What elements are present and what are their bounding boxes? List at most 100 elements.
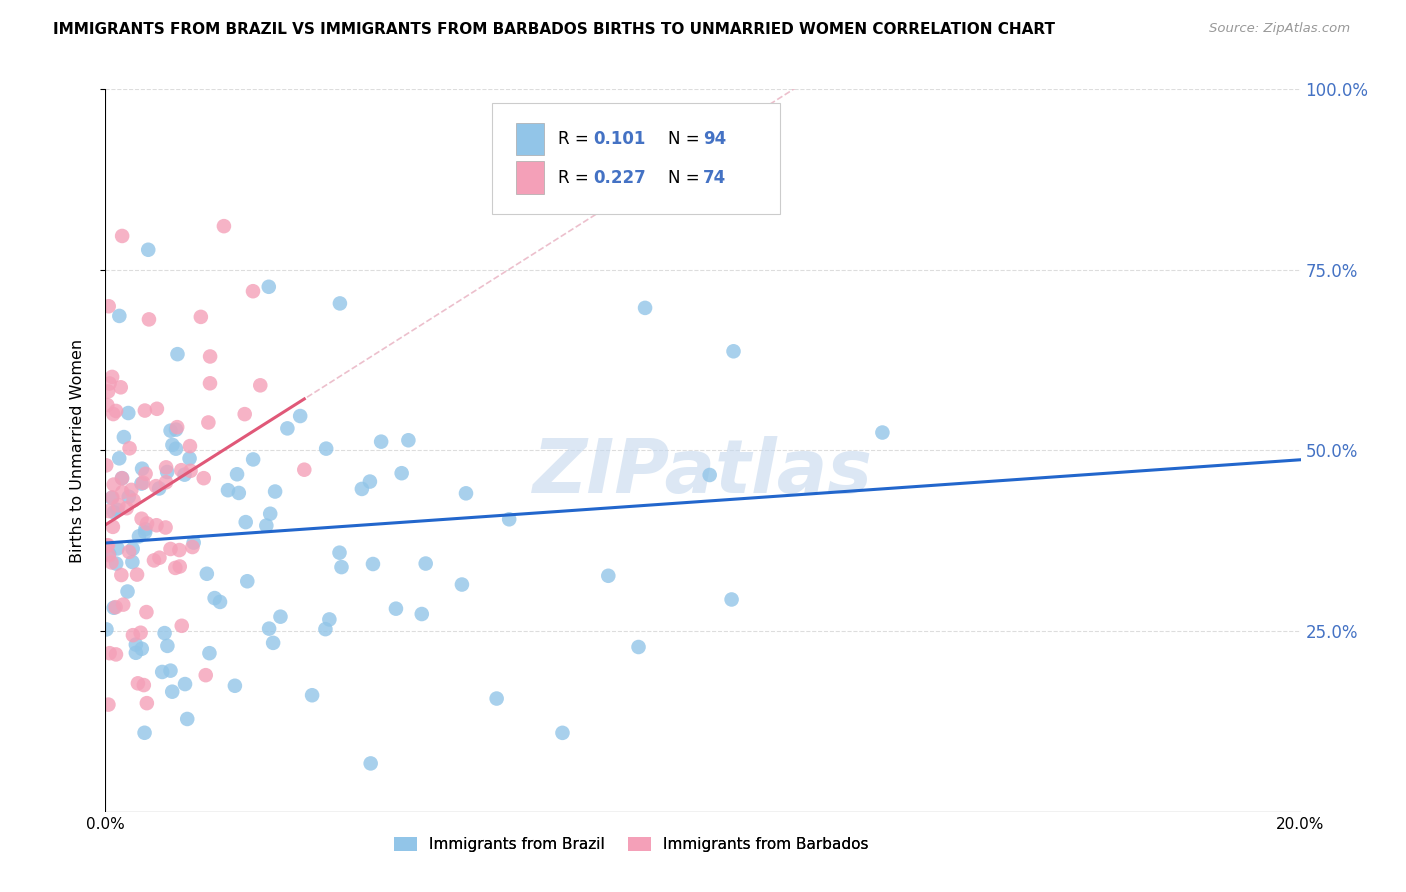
Point [101,520,124,534]
Point [598,568,620,582]
Point [111,471,134,485]
Point [155,460,177,475]
Point [288,409,311,423]
Point [104,648,127,662]
Point [498,512,520,526]
Point [198,350,221,364]
Point [269,609,291,624]
Point [155,475,177,490]
Point [125,646,148,660]
Y-axis label: Births to Unmarried Women: Births to Unmarried Women [70,338,84,563]
Point [100,491,122,505]
Point [385,601,408,615]
Point [254,518,277,533]
Point [105,404,128,418]
Point [115,501,138,516]
Point [179,439,201,453]
Point [224,679,246,693]
Point [872,425,894,440]
Point [148,550,170,565]
Point [212,219,235,234]
Text: N =: N = [668,130,704,148]
Point [118,442,141,456]
Point [100,556,122,570]
Point [132,475,155,490]
Point [415,557,437,571]
Point [292,463,315,477]
Point [314,622,336,636]
Point [259,507,281,521]
Point [121,555,143,569]
Point [228,486,250,500]
Point [132,678,155,692]
Text: Source: ZipAtlas.com: Source: ZipAtlas.com [1209,22,1350,36]
Point [276,421,298,435]
Point [176,712,198,726]
Point [103,407,125,421]
Point [359,475,381,489]
Point [233,407,256,421]
Point [165,561,187,575]
Point [150,665,173,679]
Point [454,486,477,500]
Point [166,347,188,361]
Point [134,522,156,536]
Point [264,484,287,499]
Point [118,490,141,504]
Point [451,577,474,591]
Point [179,451,201,466]
Point [131,512,153,526]
Point [198,646,221,660]
Point [97,698,120,712]
Point [111,229,134,244]
Point [143,553,166,567]
Point [111,471,134,485]
Point [169,559,191,574]
Point [146,401,169,416]
Point [699,467,721,482]
Point [257,622,280,636]
Point [103,600,125,615]
Point [235,515,257,529]
Point [97,548,120,562]
Point [110,568,132,582]
Point [155,520,177,534]
Point [127,676,149,690]
Point [160,684,183,698]
Point [204,591,226,606]
Point [138,312,160,326]
Point [301,688,323,702]
Point [183,535,205,549]
Point [217,483,239,498]
Point [107,541,129,556]
Point [112,598,135,612]
Point [242,452,264,467]
Point [97,504,120,518]
Point [98,376,121,391]
Point [122,493,145,508]
Point [330,560,353,574]
Point [165,442,187,456]
Point [162,438,184,452]
Point [159,541,181,556]
Point [197,416,219,430]
Point [411,607,433,621]
Point [226,467,249,482]
Point [135,467,157,481]
Text: 94: 94 [703,130,727,148]
Text: 0.101: 0.101 [593,130,645,148]
Point [131,476,153,491]
Point [170,463,193,477]
Point [134,403,156,417]
Point [134,725,156,739]
Text: 74: 74 [703,169,727,186]
Point [125,638,148,652]
Point [101,370,124,384]
Point [328,546,350,560]
Point [96,458,118,473]
Point [98,646,121,660]
Text: ZIPatlas: ZIPatlas [533,435,873,508]
Point [329,296,352,310]
Point [236,574,259,589]
Point [159,424,181,438]
